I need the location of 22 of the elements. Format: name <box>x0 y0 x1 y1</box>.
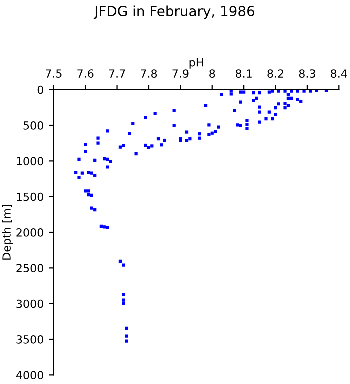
x-tick-label: 8.2 <box>268 70 284 78</box>
x-tick-label: 7.7 <box>109 70 126 78</box>
y-tick-label: 3000 <box>16 300 44 308</box>
y-tick-label: 3500 <box>16 335 44 344</box>
x-tick-label: 7.5 <box>46 70 62 78</box>
y-tick-label: 1000 <box>17 157 44 166</box>
y-tick-label: 0 <box>38 86 44 94</box>
y-tick-label: 1500 <box>17 192 44 202</box>
y-tick-label: 2000 <box>16 228 44 237</box>
x-tick-label: 7.9 <box>172 70 189 78</box>
y-axis-title: Depth [m] <box>2 205 14 260</box>
x-tick-label: 8 <box>210 70 216 78</box>
x-tick-label: 8.1 <box>236 70 252 78</box>
y-tick-label: 4000 <box>16 371 44 380</box>
chart-title: JFDG in February, 1986 <box>94 6 254 20</box>
x-tick-label: 7.6 <box>78 70 94 78</box>
x-axis-title: pH <box>190 58 204 69</box>
y-tick-label: 500 <box>24 121 44 130</box>
x-tick-label: 8.3 <box>299 70 316 78</box>
x-tick-label: 8.4 <box>331 70 348 78</box>
x-tick-label: 7.8 <box>141 70 158 78</box>
y-tick-label: 2500 <box>16 264 44 273</box>
